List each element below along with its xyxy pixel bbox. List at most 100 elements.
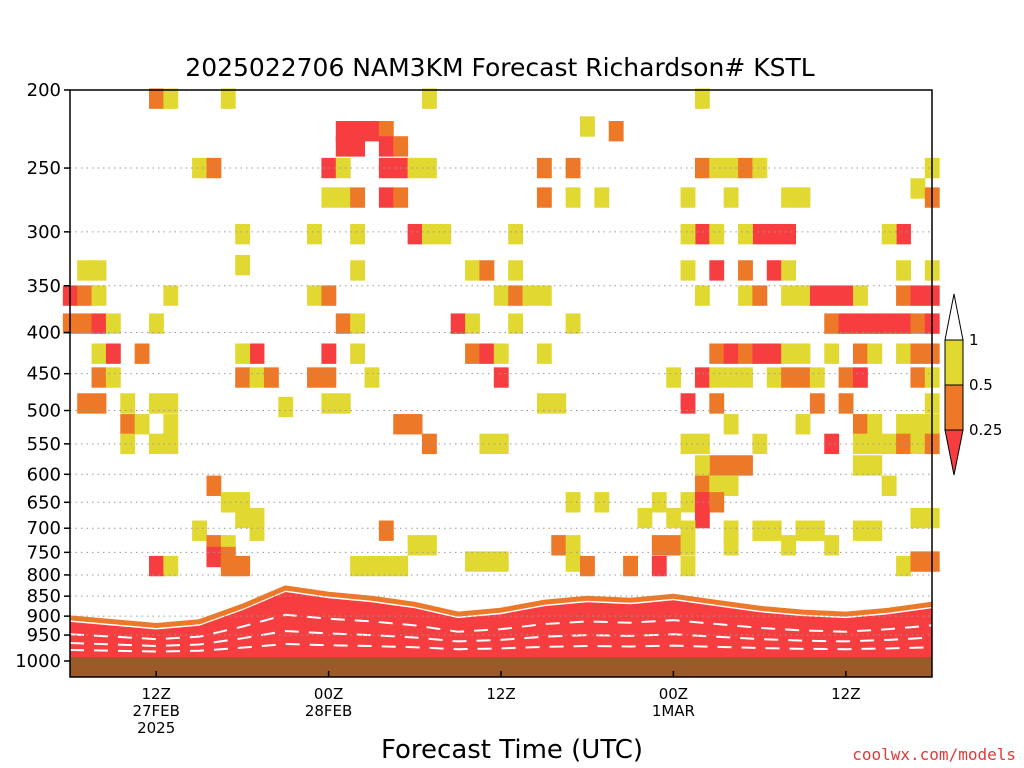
ri-cell-yellow (436, 223, 452, 245)
ri-cell-yellow (781, 343, 797, 364)
ri-cell-yellow (694, 433, 710, 455)
ri-cell-yellow (694, 285, 710, 306)
ri-cell-orange (77, 285, 93, 306)
ri-cell-yellow (120, 433, 136, 455)
legend-bin-red (944, 429, 964, 476)
ri-cell-orange (795, 367, 811, 388)
ri-cell-yellow (896, 260, 911, 281)
boundary-layer-streak (69, 629, 933, 647)
richardson-cells (62, 88, 940, 577)
ri-cell-orange (694, 157, 710, 179)
y-tick-label: 250 (27, 158, 61, 179)
ri-cell-yellow (795, 343, 811, 364)
ri-cell-yellow (896, 555, 911, 577)
ri-cell-red (407, 223, 423, 245)
ri-cell-orange (910, 343, 926, 364)
ri-cell-yellow (867, 433, 883, 455)
ri-cell-orange (651, 535, 667, 556)
ri-cell-orange (378, 520, 394, 541)
ri-cell-yellow (321, 393, 337, 414)
surface-band (70, 657, 932, 677)
ri-cell-yellow (852, 433, 868, 455)
x-axis-label: Forecast Time (UTC) (381, 735, 643, 765)
ri-cell-orange (91, 393, 107, 414)
ri-cell-yellow (781, 260, 797, 281)
ri-cell-orange (580, 555, 595, 577)
ri-cell-yellow (364, 555, 380, 577)
ri-cell-yellow (421, 157, 437, 179)
ri-cell-red (91, 313, 107, 334)
ri-cell-yellow (766, 367, 782, 388)
x-tick-label: 00Z (314, 685, 343, 703)
ri-cell-yellow (809, 520, 825, 541)
y-tick-label: 800 (27, 565, 61, 586)
ri-cell-red (781, 223, 797, 245)
ri-cell-orange (752, 285, 768, 306)
ri-cell-red (694, 367, 710, 388)
ri-cell-yellow (465, 551, 480, 572)
ri-cell-yellow (867, 414, 883, 435)
y-tick-label: 500 (27, 401, 61, 422)
ri-cell-red (896, 313, 911, 334)
ri-cell-red (105, 343, 121, 364)
y-tick-label: 850 (27, 586, 61, 607)
ri-cell-yellow (321, 187, 337, 208)
legend-bin-yellow (944, 339, 964, 386)
ri-cell-orange (565, 157, 581, 179)
ri-cell-yellow (522, 285, 538, 306)
ri-cell-yellow (852, 520, 868, 541)
ri-cell-orange (838, 393, 854, 414)
ri-cell-yellow (350, 555, 366, 577)
legend-bin-white (944, 293, 964, 341)
y-tick-label: 200 (27, 80, 61, 101)
ri-cell-orange (666, 535, 682, 556)
ri-cell-red (881, 313, 897, 334)
pressure-gridlines (70, 167, 932, 636)
ri-cell-orange (608, 121, 624, 142)
ri-cell-yellow (364, 367, 380, 388)
x-tick-label: 27FEB (132, 702, 179, 720)
ri-cell-yellow (91, 343, 107, 364)
ri-cell-orange (910, 313, 926, 334)
ri-cell-red (321, 343, 337, 364)
ri-cell-orange (809, 393, 825, 414)
ri-cell-orange (321, 367, 337, 388)
ri-cell-red (766, 223, 782, 245)
ri-cell-red (824, 433, 840, 455)
ri-cell-red (335, 136, 351, 157)
ri-cell-yellow (407, 157, 423, 179)
ri-cell-yellow (149, 433, 164, 455)
ri-cell-yellow (680, 187, 696, 208)
legend-threshold-label: 1 (969, 331, 979, 349)
ri-cell-yellow (752, 520, 768, 541)
ri-cell-red (766, 343, 782, 364)
y-tick-label: 700 (27, 518, 61, 539)
ri-cell-yellow (738, 223, 753, 245)
ri-cell-yellow (465, 313, 480, 334)
ri-cell-orange (350, 187, 366, 208)
ri-cell-yellow (809, 367, 825, 388)
ri-cell-yellow (493, 551, 509, 572)
ri-cell-red (838, 285, 854, 306)
ri-cell-yellow (795, 520, 811, 541)
ri-cell-yellow (350, 343, 366, 364)
ri-cell-yellow (680, 492, 696, 513)
ri-cell-orange (738, 157, 753, 179)
ri-cell-orange (896, 285, 911, 306)
ri-cell-yellow (407, 535, 423, 556)
boundary-layer-band (69, 585, 933, 657)
ri-cell-yellow (105, 367, 121, 388)
ri-cell-orange (235, 367, 251, 388)
ri-cell-yellow (163, 285, 179, 306)
ri-cell-yellow (536, 343, 552, 364)
y-tick-label: 900 (27, 606, 61, 627)
ri-cell-orange (896, 433, 911, 455)
ri-cell-yellow (738, 367, 753, 388)
ri-cell-yellow (192, 520, 207, 541)
legend-threshold-label: 0.25 (969, 421, 1002, 439)
ri-cell-orange (551, 535, 567, 556)
ri-cell-yellow (235, 343, 251, 364)
boundary-layer-streak (69, 613, 933, 641)
ri-cell-orange (91, 367, 107, 388)
ri-cell-yellow (795, 285, 811, 306)
